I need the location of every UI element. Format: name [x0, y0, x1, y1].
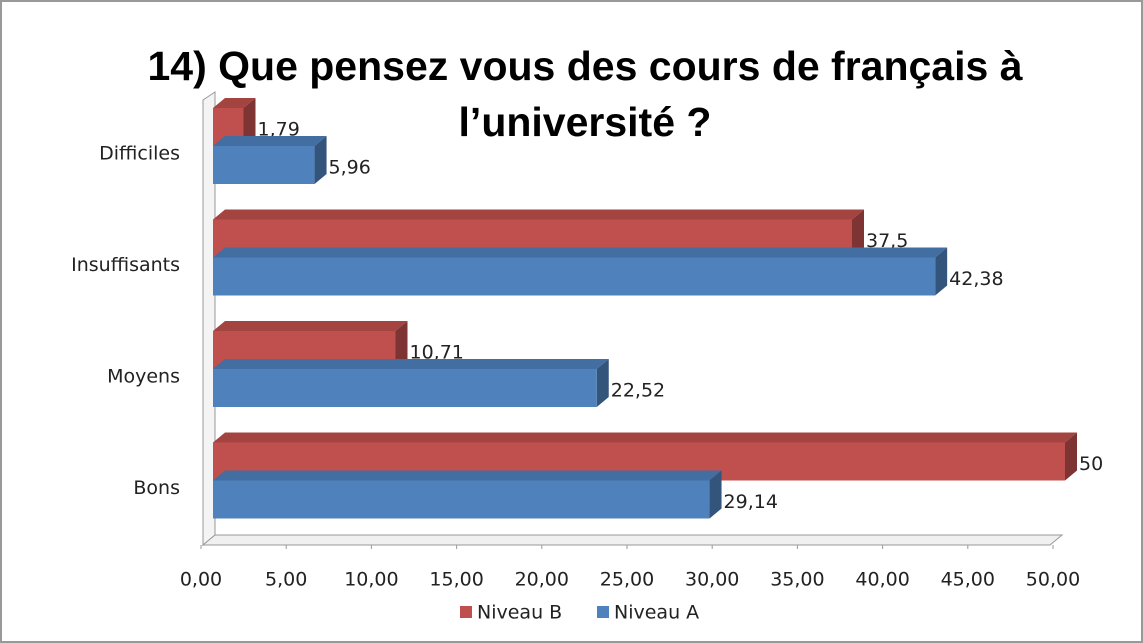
legend-swatch — [597, 606, 609, 618]
bar-side — [243, 98, 256, 146]
data-label: 5,96 — [329, 157, 371, 179]
x-tick-label: 35,00 — [770, 569, 824, 591]
bar-top — [213, 98, 256, 108]
bar — [213, 480, 710, 519]
legend-label: Niveau B — [477, 602, 562, 624]
chart-title: 14) Que pensez vous des cours de françai… — [147, 43, 1023, 145]
x-tick-label: 50,00 — [1026, 569, 1080, 591]
x-tick-label: 30,00 — [685, 569, 739, 591]
x-tick-label: 45,00 — [941, 569, 995, 591]
bar — [213, 369, 597, 407]
x-tick-label: 25,00 — [600, 569, 654, 591]
bar-top — [213, 136, 327, 146]
x-tick-label: 10,00 — [344, 569, 398, 591]
bar — [213, 257, 936, 296]
data-label: 42,38 — [949, 268, 1003, 290]
data-label: 50 — [1079, 453, 1103, 475]
data-label: 22,52 — [611, 380, 665, 402]
bar-side — [709, 470, 722, 519]
y-tick-label: Difficiles — [99, 143, 180, 165]
x-tick-label: 15,00 — [429, 569, 483, 591]
y-tick-label: Bons — [133, 477, 180, 499]
legend-swatch — [460, 606, 472, 618]
x-tick-label: 40,00 — [855, 569, 909, 591]
bar-side — [314, 136, 327, 184]
bar-top — [213, 432, 1077, 443]
bar-side — [596, 359, 609, 407]
y-tick-label: Moyens — [107, 366, 180, 388]
x-tick-label: 5,00 — [265, 569, 307, 591]
bar-top — [213, 247, 948, 258]
data-label: 10,71 — [409, 342, 463, 364]
legend-label: Niveau A — [614, 602, 699, 624]
floor — [201, 534, 1064, 546]
x-tick-label: 0,00 — [180, 569, 222, 591]
bar-top — [213, 359, 609, 369]
bar-side — [1065, 432, 1077, 481]
bar-top — [213, 209, 864, 220]
bar-top — [213, 470, 722, 481]
data-label: 1,79 — [258, 119, 300, 141]
bar-top — [213, 321, 408, 331]
x-tick-label: 20,00 — [515, 569, 569, 591]
bar-side — [852, 209, 864, 258]
data-label: 37,5 — [866, 230, 908, 252]
bar-side — [935, 247, 948, 296]
y-tick-label: Insuffisants — [71, 254, 180, 276]
bar-side — [395, 321, 408, 369]
bar — [213, 146, 315, 184]
data-label: 29,14 — [724, 491, 778, 513]
